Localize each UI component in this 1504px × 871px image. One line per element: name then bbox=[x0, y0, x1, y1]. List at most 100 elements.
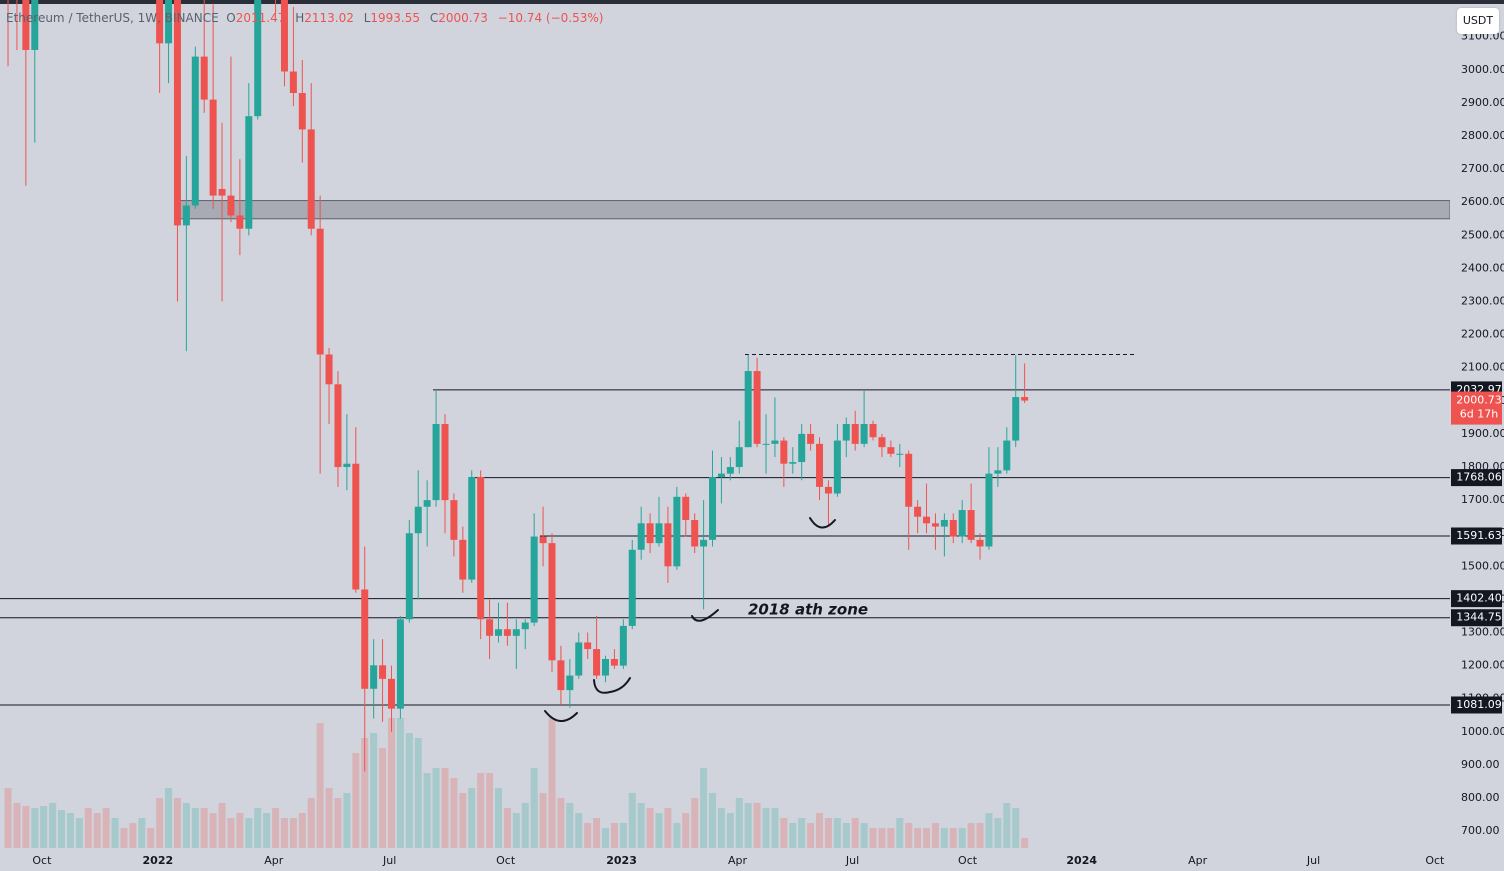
volume-bar bbox=[450, 778, 458, 848]
volume-bar bbox=[111, 818, 119, 848]
candle-body bbox=[236, 215, 244, 229]
candle-body bbox=[646, 523, 654, 544]
change: −10.74 (−0.53%) bbox=[497, 11, 604, 25]
candle-body bbox=[432, 424, 440, 501]
x-tick-label: Apr bbox=[728, 854, 748, 867]
volume-bar bbox=[102, 808, 110, 848]
candle-body bbox=[548, 543, 556, 661]
volume-bar bbox=[254, 808, 262, 848]
candle-body bbox=[173, 0, 181, 226]
currency-button[interactable]: USDT bbox=[1457, 8, 1499, 34]
y-tick-label: 1900.00 bbox=[1461, 427, 1504, 440]
ohlc-letter: H bbox=[295, 11, 305, 25]
volume-bar bbox=[923, 828, 931, 848]
volume-bar bbox=[147, 828, 155, 848]
hand-drawn-curve bbox=[809, 517, 836, 529]
volume-bar bbox=[22, 806, 30, 848]
candle-body bbox=[289, 71, 297, 94]
y-tick-label: 2100.00 bbox=[1461, 361, 1504, 374]
volume-bar bbox=[575, 813, 583, 848]
candle-body bbox=[414, 506, 422, 534]
candle-body bbox=[709, 476, 717, 540]
volume-bar bbox=[682, 813, 690, 848]
x-tick-label: Oct bbox=[496, 854, 516, 867]
volume-bar bbox=[58, 810, 66, 848]
level-label: 1081.09 bbox=[1456, 698, 1502, 711]
volume-bar bbox=[66, 813, 74, 848]
ohlc-value: 1993.55 bbox=[370, 11, 420, 25]
volume-bar bbox=[940, 828, 948, 848]
candle-body bbox=[477, 476, 485, 620]
volume-bar bbox=[370, 733, 378, 848]
axes: 700.00800.00900.001000.001100.001200.001… bbox=[32, 30, 1504, 867]
volume-bar bbox=[521, 803, 529, 848]
candle-body bbox=[575, 642, 583, 676]
ohlc-letter: O bbox=[226, 11, 236, 25]
candle-body bbox=[459, 539, 467, 580]
x-tick-label: Oct bbox=[32, 854, 52, 867]
level-label: 1402.40 bbox=[1456, 592, 1502, 605]
candle-body bbox=[976, 539, 984, 547]
candle-body bbox=[405, 533, 413, 620]
candle-body bbox=[227, 195, 235, 216]
volume-bar bbox=[503, 808, 511, 848]
volume-bar bbox=[646, 808, 654, 848]
volume-bar bbox=[40, 806, 48, 848]
candle-body bbox=[851, 424, 859, 444]
volume-bar bbox=[200, 808, 208, 848]
volume-bar bbox=[744, 803, 752, 848]
y-tick-label: 1200.00 bbox=[1461, 659, 1504, 672]
volume-bar bbox=[191, 808, 199, 848]
ohlc-value: 2011.47 bbox=[235, 11, 286, 25]
candle-body bbox=[610, 659, 618, 666]
volume-bar bbox=[93, 813, 101, 848]
volume-bar bbox=[173, 798, 181, 848]
candle-body bbox=[182, 205, 190, 226]
volume-bar bbox=[967, 823, 975, 848]
volume-bar bbox=[860, 823, 868, 848]
volume-bar bbox=[49, 803, 57, 848]
volume-bar bbox=[84, 808, 92, 848]
candle-body bbox=[316, 228, 324, 355]
candle-body bbox=[887, 447, 895, 454]
candle-body bbox=[1012, 397, 1020, 441]
volume-bar bbox=[869, 828, 877, 848]
candle-body bbox=[468, 476, 476, 580]
candle-body bbox=[441, 424, 449, 501]
volume-bar bbox=[753, 803, 761, 848]
volume-bar bbox=[664, 808, 672, 848]
candle-body bbox=[325, 354, 333, 385]
x-tick-label: Apr bbox=[264, 854, 284, 867]
volume-bar bbox=[771, 808, 779, 848]
candle-body bbox=[307, 129, 315, 229]
volume-bar bbox=[263, 813, 271, 848]
supply-zone bbox=[175, 200, 1450, 220]
volume-bar bbox=[1003, 803, 1011, 848]
volume-bar bbox=[985, 813, 993, 848]
candle-body bbox=[967, 510, 975, 540]
candle-body bbox=[931, 523, 939, 527]
volume-bar bbox=[343, 793, 351, 848]
volume-bar bbox=[414, 738, 422, 848]
volume-bar bbox=[379, 748, 387, 848]
candle-body bbox=[191, 56, 199, 206]
volume-bar bbox=[717, 808, 725, 848]
candle-body bbox=[664, 523, 672, 567]
volume-bar bbox=[218, 803, 226, 848]
x-tick-label: Apr bbox=[1188, 854, 1208, 867]
hand-drawn-curve bbox=[691, 609, 719, 622]
volume-bar bbox=[994, 818, 1002, 848]
x-tick-label: Jul bbox=[845, 854, 859, 867]
volume-bar bbox=[833, 818, 841, 848]
volume-bar bbox=[477, 773, 485, 848]
volume-bar bbox=[566, 803, 574, 848]
countdown: 6d 17h bbox=[1460, 408, 1498, 421]
volume-bar bbox=[914, 828, 922, 848]
candle-body bbox=[619, 625, 627, 666]
y-tick-label: 1000.00 bbox=[1461, 725, 1504, 738]
levels-layer bbox=[0, 200, 1450, 706]
candle-body bbox=[940, 519, 948, 527]
symbol: Ethereum / TetherUS, 1W, BINANCE bbox=[6, 11, 219, 25]
volume-bar bbox=[387, 718, 395, 848]
volume-bar bbox=[209, 813, 217, 848]
